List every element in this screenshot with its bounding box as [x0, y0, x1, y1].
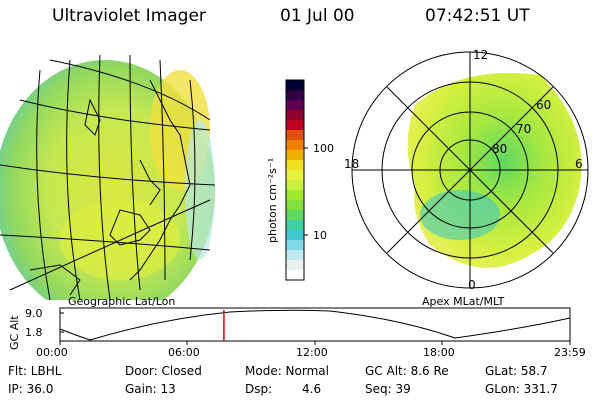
- info-seq: Seq: 39: [365, 382, 411, 396]
- colorbar-band: [286, 200, 304, 211]
- colorbar-band: [286, 140, 304, 151]
- altitude-xtick-0: 00:00: [36, 346, 68, 359]
- altitude-xtick-1: 06:00: [168, 346, 200, 359]
- info-glat: GLat: 58.7: [485, 364, 548, 378]
- colorbar-band: [286, 100, 304, 111]
- lat-label-80: 80: [492, 142, 507, 156]
- info-gc-alt: GC Alt: 8.6 Re: [365, 364, 449, 378]
- altitude-xtick-2: 12:00: [296, 346, 328, 359]
- colorbar-unit-label: photon cm⁻²s⁻¹: [266, 158, 279, 243]
- colorbar-band: [286, 120, 304, 131]
- info-glon: GLon: 331.7: [485, 382, 558, 396]
- colorbar-band: [286, 260, 304, 271]
- mlt-label-0: 0: [468, 278, 476, 292]
- colorbar-band: [286, 270, 304, 281]
- polar-caption: Apex MLat/MLT: [422, 295, 505, 308]
- mlt-label-6: 6: [575, 157, 583, 171]
- altitude-curve: [59, 309, 571, 341]
- geo-caption: Geographic Lat/Lon: [68, 295, 176, 308]
- date-label: 01 Jul 00: [280, 6, 355, 26]
- colorbar: photon cm⁻²s⁻¹: [266, 79, 308, 281]
- colorbar-band: [286, 230, 304, 241]
- colorbar-band: [286, 80, 304, 91]
- colorbar-band: [286, 250, 304, 261]
- colorbar-band: [286, 160, 304, 171]
- colorbar-tick-10: 10: [313, 229, 327, 242]
- info-mode: Mode: Normal: [245, 364, 329, 378]
- app-title: Ultraviolet Imager: [52, 6, 206, 26]
- polar-image-panel: 12 18 6 0 60 70 80: [344, 48, 589, 292]
- mlt-label-18: 18: [344, 157, 359, 171]
- geographic-image-panel: [0, 54, 216, 300]
- altitude-ylabel: GC Alt: [8, 315, 21, 350]
- colorbar-band: [286, 90, 304, 101]
- colorbar-band: [286, 130, 304, 141]
- altitude-ytick-bottom: 1.8: [25, 326, 43, 339]
- info-door: Door: Closed: [125, 364, 202, 378]
- altitude-ytick-top: 9.0: [25, 307, 43, 320]
- colorbar-tick-100: 100: [313, 142, 334, 155]
- lat-label-60: 60: [536, 98, 551, 112]
- colorbar-band: [286, 150, 304, 161]
- altitude-xtick-3: 18:00: [423, 346, 455, 359]
- altitude-xtick-4: 23:59: [554, 346, 586, 359]
- mlt-label-12: 12: [473, 48, 488, 62]
- info-ip: IP: 36.0: [8, 382, 54, 396]
- time-label: 07:42:51 UT: [425, 6, 530, 26]
- colorbar-band: [286, 240, 304, 251]
- info-flt: Flt: LBHL: [8, 364, 62, 378]
- info-dsp-label: Dsp:: [245, 382, 273, 396]
- info-dsp-value: 4.6: [302, 382, 322, 396]
- colorbar-band: [286, 170, 304, 181]
- info-gain: Gain: 13: [125, 382, 176, 396]
- colorbar-band: [286, 210, 304, 221]
- altitude-plot: GC Alt 9.0 1.8: [8, 307, 571, 350]
- colorbar-band: [286, 110, 304, 121]
- colorbar-band: [286, 220, 304, 231]
- lat-label-70: 70: [516, 122, 531, 136]
- colorbar-band: [286, 180, 304, 191]
- colorbar-band: [286, 190, 304, 201]
